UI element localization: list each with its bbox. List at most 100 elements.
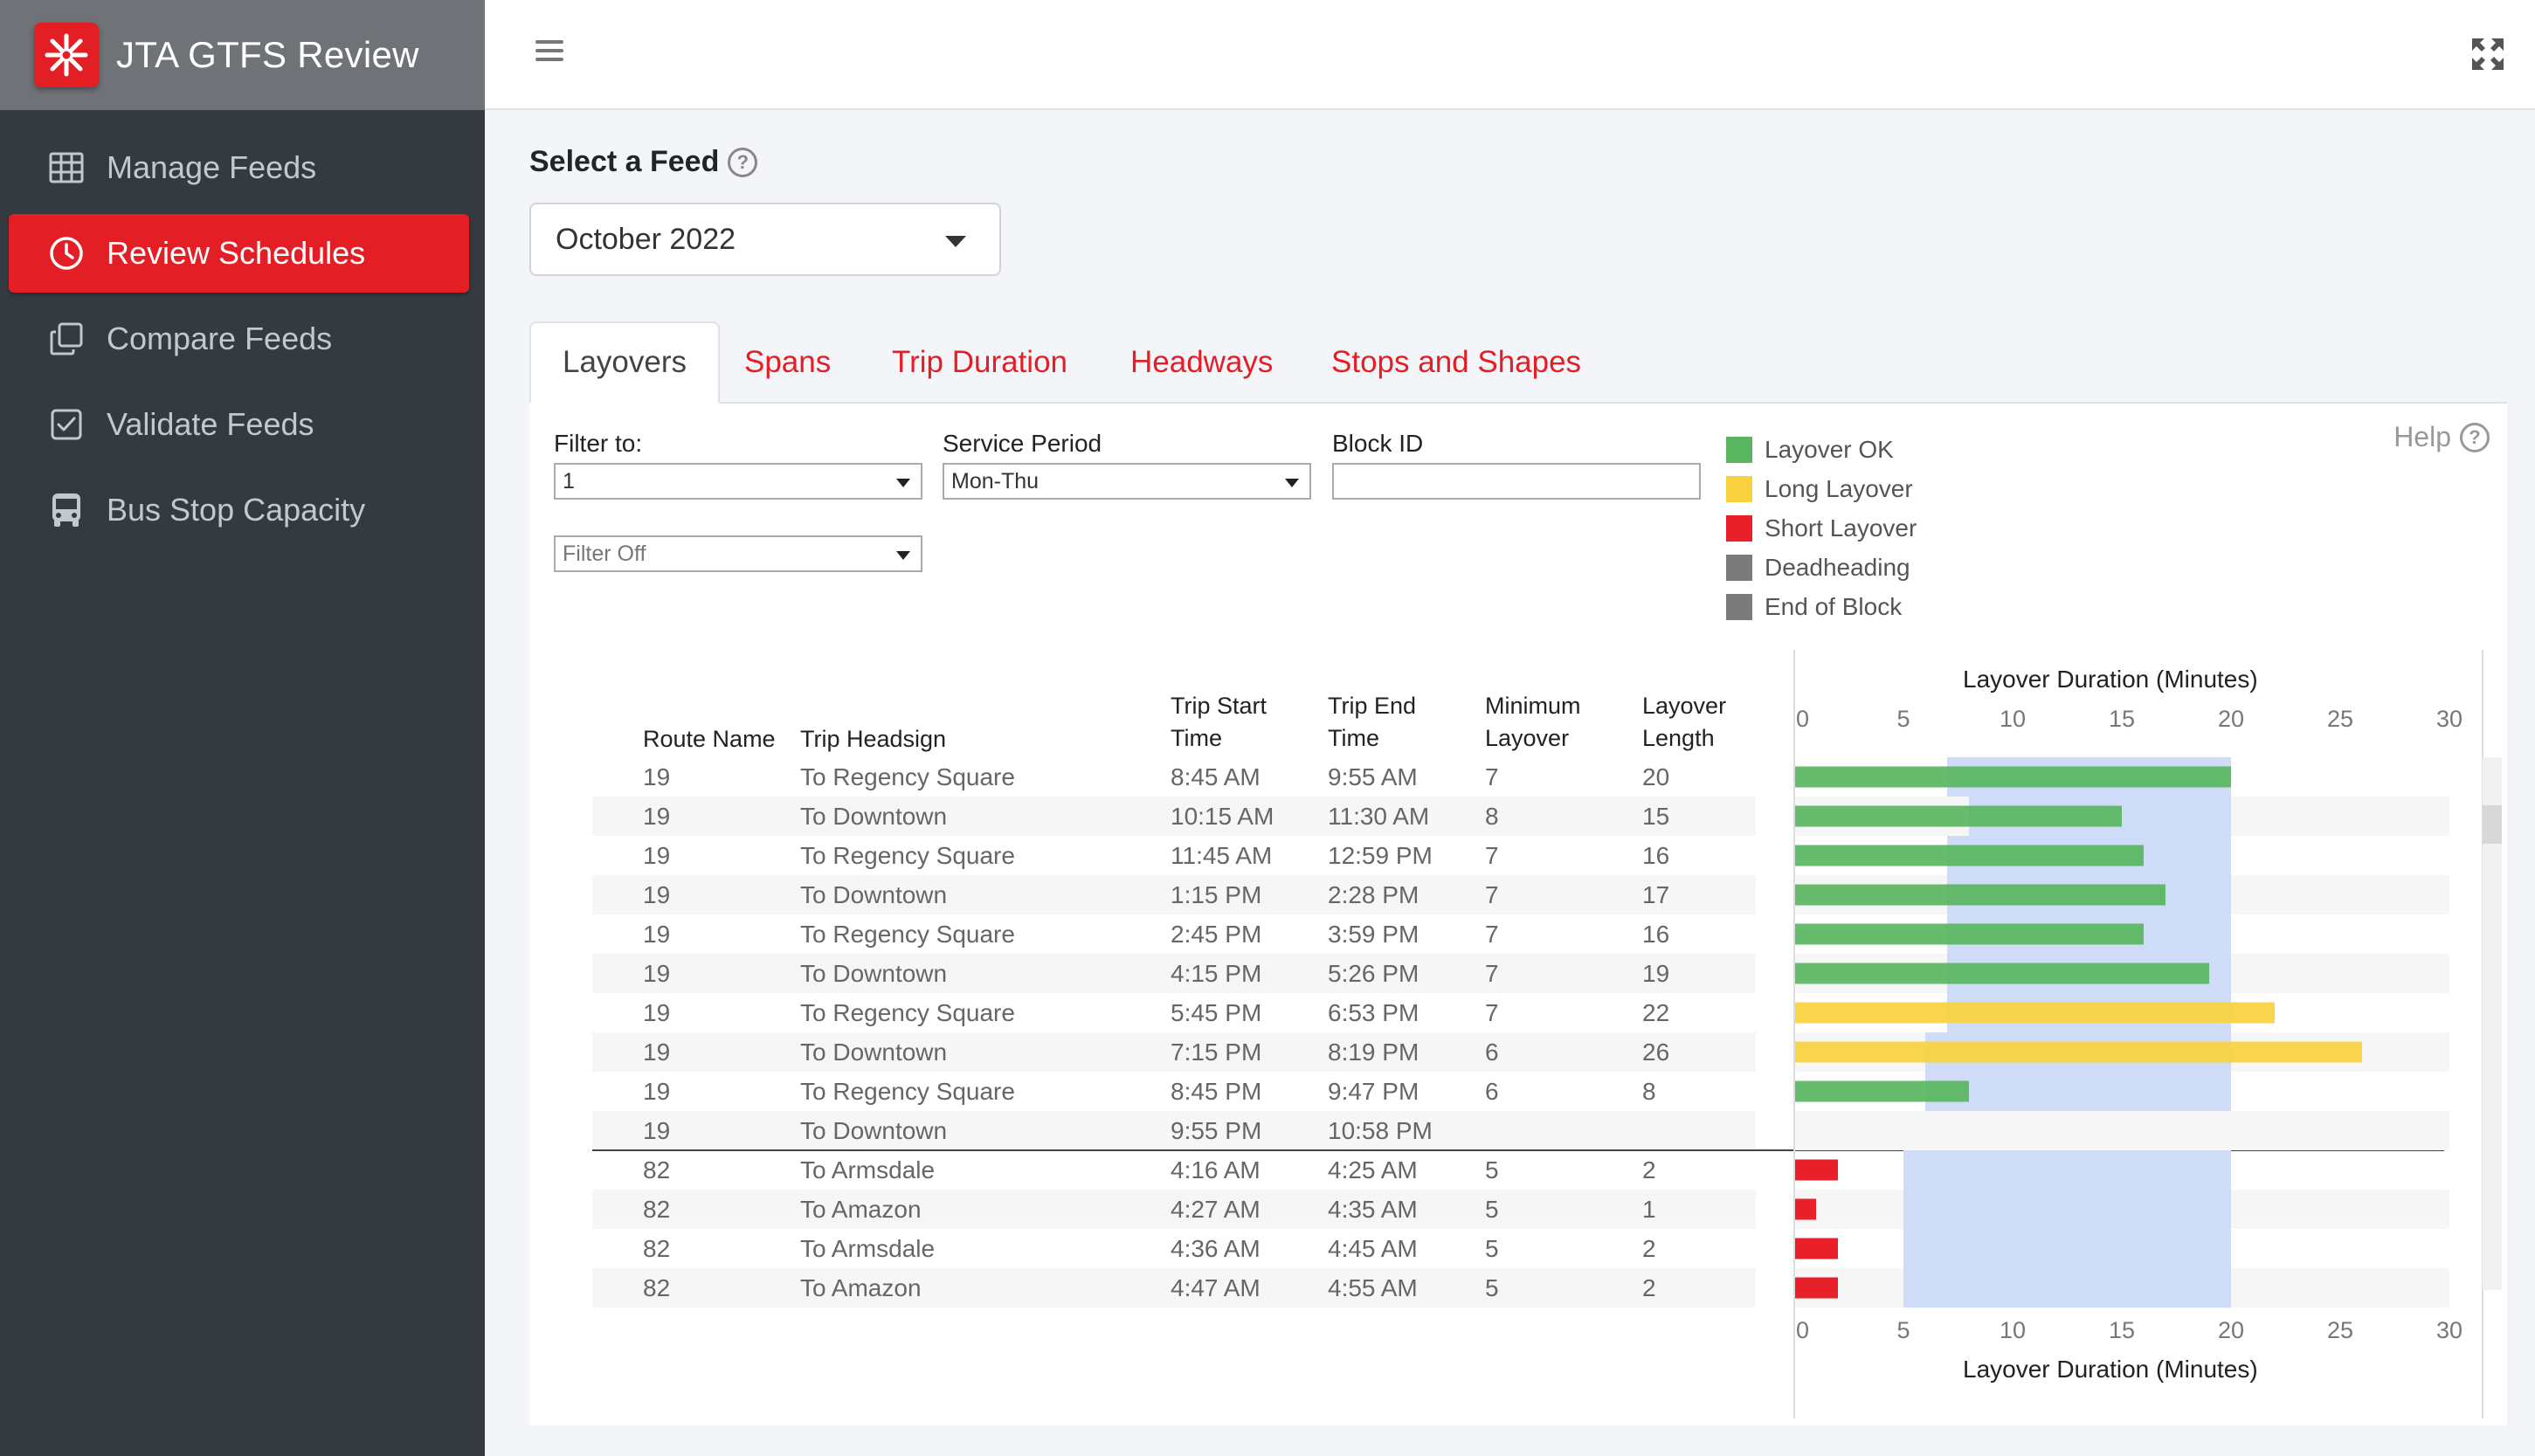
cell-headsign: To Regency Square (800, 1078, 1015, 1105)
caret-down-icon (1285, 479, 1299, 487)
legend-item-short-layover[interactable]: Short Layover (1726, 508, 1917, 548)
legend-label: Short Layover (1765, 514, 1917, 542)
table-row[interactable]: 19 To Downtown 7:15 PM 8:19 PM 6 26 (592, 1032, 1756, 1072)
table-row[interactable]: 19 To Regency Square 5:45 PM 6:53 PM 7 22 (592, 993, 1756, 1032)
layovers-panel: Filter to: 1 Service Period Mon-Thu Bloc… (529, 404, 2507, 1425)
fullscreen-icon[interactable] (2470, 37, 2505, 72)
cell-trip-end: 3:59 PM (1328, 921, 1419, 948)
table-row[interactable]: 82 To Armsdale 4:16 AM 4:25 AM 5 2 (592, 1150, 1756, 1190)
cell-layover-length: 2 (1642, 1274, 1656, 1301)
block-id-input[interactable] (1332, 463, 1701, 500)
cell-layover-length: 2 (1642, 1235, 1656, 1262)
chart-axis-title-bottom: Layover Duration (Minutes) (1963, 1356, 2258, 1383)
clock-icon (47, 234, 86, 273)
table-row[interactable]: 19 To Regency Square 2:45 PM 3:59 PM 7 16 (592, 914, 1756, 954)
filter-to-select[interactable]: 1 (554, 463, 922, 500)
table-row[interactable]: 82 To Armsdale 4:36 AM 4:45 AM 5 2 (592, 1229, 1756, 1268)
acceptable-layover-band (1903, 1229, 2231, 1268)
header-trip-headsign[interactable]: Trip Headsign (800, 726, 947, 752)
header-route-name[interactable]: Route Name (643, 726, 776, 752)
cell-trip-start: 1:15 PM (1171, 881, 1262, 908)
layover-bar (1794, 1041, 2362, 1063)
cell-minimum-layover: 7 (1485, 842, 1499, 869)
header-layover-length[interactable]: Layover Length (1642, 690, 1726, 755)
legend-label: Long Layover (1765, 474, 1913, 502)
legend: Layover OK Long Layover Short Layover De… (1726, 430, 1917, 626)
table-row[interactable]: 19 To Downtown 9:55 PM 10:58 PM (592, 1111, 1756, 1150)
cell-minimum-layover: 5 (1485, 1235, 1499, 1262)
x-tick-label-top: 10 (2000, 706, 2026, 732)
x-tick-label-top: 5 (1896, 706, 1910, 732)
caret-down-icon (896, 479, 910, 487)
app-title: JTA GTFS Review (116, 34, 419, 75)
cell-headsign: To Armsdale (800, 1235, 936, 1262)
cell-headsign: To Amazon (800, 1196, 922, 1223)
sidebar-item-manage-feeds[interactable]: Manage Feeds (9, 128, 469, 207)
header-trip-end-time[interactable]: Trip End Time (1328, 690, 1416, 755)
legend-swatch (1726, 593, 1752, 620)
cell-trip-end: 9:47 PM (1328, 1078, 1419, 1105)
cell-trip-start: 4:36 AM (1171, 1235, 1261, 1262)
cell-layover-length: 26 (1642, 1039, 1670, 1066)
sidebar-item-compare-feeds[interactable]: Compare Feeds (9, 300, 469, 378)
cell-minimum-layover: 5 (1485, 1274, 1499, 1301)
legend-label: Deadheading (1765, 553, 1910, 581)
tab-trip-duration[interactable]: Trip Duration (892, 345, 1067, 379)
tab-layovers[interactable]: Layovers (529, 321, 721, 404)
cell-trip-start: 10:15 AM (1171, 803, 1274, 830)
legend-swatch (1726, 554, 1752, 581)
layover-bar (1794, 1080, 1969, 1102)
legend-item-layover-ok[interactable]: Layover OK (1726, 430, 1917, 469)
table-row[interactable]: 19 To Downtown 4:15 PM 5:26 PM 7 19 (592, 954, 1756, 993)
table-row[interactable]: 19 To Downtown 1:15 PM 2:28 PM 7 17 (592, 875, 1756, 914)
table-row[interactable]: 82 To Amazon 4:27 AM 4:35 AM 5 1 (592, 1190, 1756, 1229)
filter-to-value: 1 (563, 468, 575, 493)
table-row[interactable]: 19 To Regency Square 8:45 AM 9:55 AM 7 20 (592, 757, 1756, 797)
tab-spans[interactable]: Spans (744, 345, 832, 379)
feed-select-dropdown[interactable]: October 2022 (529, 203, 1001, 276)
cell-layover-length: 16 (1642, 921, 1670, 948)
table-row[interactable]: 82 To Amazon 4:47 AM 4:55 AM 5 2 (592, 1268, 1756, 1308)
sidebar-item-bus-stop-capacity[interactable]: Bus Stop Capacity (9, 471, 469, 549)
service-period-select[interactable]: Mon-Thu (943, 463, 1311, 500)
brand-bar[interactable]: JTA GTFS Review (0, 0, 485, 110)
help-link[interactable]: Help ? (2393, 421, 2490, 453)
acceptable-layover-band (1903, 1268, 2231, 1308)
sidebar-item-review-schedules[interactable]: Review Schedules (9, 214, 469, 293)
bus-icon (47, 491, 86, 529)
header-minimum-layover[interactable]: Minimum Layover (1485, 690, 1581, 755)
cell-minimum-layover: 7 (1485, 921, 1499, 948)
table-row[interactable]: 19 To Downtown 10:15 AM 11:30 AM 8 15 (592, 797, 1756, 836)
cell-trip-end: 10:58 PM (1328, 1117, 1433, 1144)
acceptable-layover-band (1903, 1190, 2231, 1229)
tab-stops-and-shapes[interactable]: Stops and Shapes (1331, 345, 1582, 379)
sidebar-item-validate-feeds[interactable]: Validate Feeds (9, 385, 469, 464)
cell-minimum-layover: 6 (1485, 1078, 1499, 1105)
table-row[interactable]: 19 To Regency Square 8:45 PM 9:47 PM 6 8 (592, 1072, 1756, 1111)
cell-headsign: To Downtown (800, 960, 948, 987)
header-trip-start-time[interactable]: Trip Start Time (1171, 690, 1267, 755)
cell-trip-start: 4:47 AM (1171, 1274, 1261, 1301)
hamburger-menu-icon[interactable] (528, 35, 570, 73)
table-row[interactable]: 19 To Regency Square 11:45 AM 12:59 PM 7 16 (592, 836, 1756, 875)
cell-trip-end: 4:35 AM (1328, 1196, 1418, 1223)
legend-swatch (1726, 475, 1752, 502)
select-feed-label: Select a Feed ? (529, 145, 758, 179)
layover-bar (1794, 805, 2122, 827)
legend-item-deadheading[interactable]: Deadheading (1726, 548, 1917, 587)
cell-route: 19 (643, 1078, 671, 1105)
cell-trip-end: 2:28 PM (1328, 881, 1419, 908)
legend-item-end-of-block[interactable]: End of Block (1726, 587, 1917, 626)
cell-trip-start: 2:45 PM (1171, 921, 1262, 948)
tab-headways[interactable]: Headways (1130, 345, 1274, 379)
cell-trip-end: 11:30 AM (1328, 803, 1430, 830)
cell-route: 19 (643, 999, 671, 1026)
legend-item-long-layover[interactable]: Long Layover (1726, 469, 1917, 508)
cell-minimum-layover: 7 (1485, 881, 1499, 908)
filter-toggle-select[interactable]: Filter Off (554, 535, 922, 572)
question-circle-icon[interactable]: ? (728, 147, 758, 177)
sidebar-item-label: Review Schedules (107, 235, 366, 271)
layover-bar (1794, 1198, 1816, 1220)
sidebar-nav: Manage Feeds Review Schedules Compare Fe… (0, 128, 485, 556)
header-line: Layover (1642, 693, 1727, 719)
